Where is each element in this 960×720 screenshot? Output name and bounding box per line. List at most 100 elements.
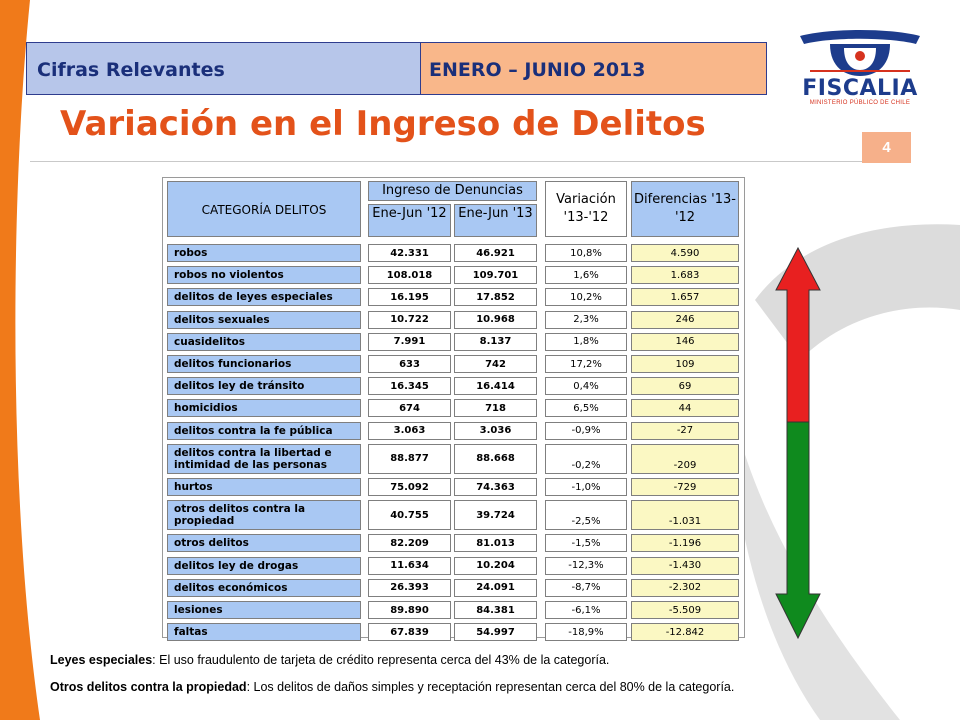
- value-2012-cell: 26.393: [368, 578, 451, 597]
- orange-arc-decoration: [0, 0, 40, 720]
- variation-cell: 0,4%: [545, 377, 627, 396]
- footnote-1-label: Leyes especiales: [50, 653, 153, 667]
- difference-cell: 4.590: [631, 244, 739, 262]
- difference-cell: 246: [631, 310, 739, 329]
- header-category: CATEGORÍA DELITOS: [167, 181, 361, 237]
- value-2013-cell: 718: [454, 399, 537, 418]
- category-cell: otros delitos: [167, 534, 361, 553]
- category-cell: cuasidelitos: [167, 332, 361, 351]
- difference-cell: -5.509: [631, 601, 739, 619]
- category-cell: delitos ley de tránsito: [167, 377, 361, 396]
- logo-subtitle: MINISTERIO PÚBLICO DE CHILE: [809, 100, 911, 106]
- value-2013-cell: 46.921: [454, 244, 537, 262]
- value-2013-cell: 84.381: [454, 601, 537, 619]
- difference-cell: 146: [631, 332, 739, 351]
- difference-cell: -12.842: [631, 623, 739, 642]
- difference-cell: 1.683: [631, 266, 739, 285]
- page-title: Variación en el Ingreso de Delitos: [60, 104, 706, 144]
- category-cell: robos no violentos: [167, 266, 361, 285]
- category-cell: delitos sexuales: [167, 310, 361, 329]
- value-2013-cell: 88.668: [454, 443, 537, 474]
- difference-cell: 1.657: [631, 288, 739, 307]
- difference-cell: -1.196: [631, 534, 739, 553]
- difference-cell: 69: [631, 377, 739, 396]
- variation-cell: -12,3%: [545, 556, 627, 575]
- difference-cell: -2.302: [631, 578, 739, 597]
- footnote-1-text: : El uso fraudulento de tarjeta de crédi…: [152, 653, 610, 667]
- title-divider: [30, 161, 910, 162]
- value-2013-cell: 74.363: [454, 478, 537, 496]
- value-2013-cell: 10.204: [454, 556, 537, 575]
- trend-double-arrow-icon: [775, 246, 821, 640]
- value-2013-cell: 17.852: [454, 288, 537, 307]
- value-2013-cell: 16.414: [454, 377, 537, 396]
- category-cell: delitos funcionarios: [167, 355, 361, 373]
- value-2012-cell: 40.755: [368, 500, 451, 531]
- crime-variation-table: CATEGORÍA DELITOS Ingreso de Denuncias Ene…: [162, 177, 745, 642]
- variation-cell: 1,6%: [545, 266, 627, 285]
- difference-cell: 44: [631, 399, 739, 418]
- variation-cell: -6,1%: [545, 601, 627, 619]
- difference-cell: -209: [631, 443, 739, 474]
- difference-cell: -729: [631, 478, 739, 496]
- header-period-box: ENERO – JUNIO 2013: [421, 42, 767, 95]
- variation-cell: -2,5%: [545, 500, 627, 531]
- value-2012-cell: 16.195: [368, 288, 451, 307]
- value-2013-cell: 81.013: [454, 534, 537, 553]
- header-ingreso-group: Ingreso de Denuncias: [368, 181, 537, 201]
- value-2013-cell: 3.036: [454, 421, 537, 440]
- fiscalia-logo: [770, 22, 950, 112]
- page-number-badge: 4: [862, 132, 911, 163]
- variation-cell: 2,3%: [545, 310, 627, 329]
- header-diferencias: Diferencias '13-'12: [631, 181, 739, 237]
- footnote-otros-delitos: Otros delitos contra la propiedad: Los d…: [50, 679, 918, 696]
- footnote-leyes-especiales: Leyes especiales: El uso fraudulento de …: [50, 652, 910, 669]
- value-2012-cell: 108.018: [368, 266, 451, 285]
- variation-cell: -8,7%: [545, 578, 627, 597]
- difference-cell: 109: [631, 355, 739, 373]
- value-2012-cell: 16.345: [368, 377, 451, 396]
- variation-cell: -1,0%: [545, 478, 627, 496]
- footnote-2-text: : Los delitos de daños simples y recepta…: [246, 680, 735, 694]
- footnote-2-label: Otros delitos contra la propiedad: [50, 680, 247, 694]
- value-2013-cell: 39.724: [454, 500, 537, 531]
- category-cell: hurtos: [167, 478, 361, 496]
- difference-cell: -1.031: [631, 500, 739, 531]
- value-2013-cell: 742: [454, 355, 537, 373]
- variation-cell: 6,5%: [545, 399, 627, 418]
- variation-cell: 10,2%: [545, 288, 627, 307]
- variation-cell: -0,2%: [545, 443, 627, 474]
- value-2012-cell: 674: [368, 399, 451, 418]
- header-period-label: ENERO – JUNIO 2013: [429, 59, 646, 81]
- value-2012-cell: 42.331: [368, 244, 451, 262]
- header-2012: Ene-Jun '12: [368, 204, 451, 237]
- value-2012-cell: 88.877: [368, 443, 451, 474]
- header-2013: Ene-Jun '13: [454, 204, 537, 237]
- header-section-label-box: Cifras Relevantes: [26, 42, 421, 95]
- fiscalia-emblem-icon: [800, 30, 920, 76]
- value-2012-cell: 10.722: [368, 310, 451, 329]
- category-cell: delitos ley de drogas: [167, 556, 361, 575]
- value-2012-cell: 3.063: [368, 421, 451, 440]
- value-2013-cell: 10.968: [454, 310, 537, 329]
- variation-cell: 10,8%: [545, 244, 627, 262]
- difference-cell: -27: [631, 421, 739, 440]
- variation-cell: 17,2%: [545, 355, 627, 373]
- value-2012-cell: 11.634: [368, 556, 451, 575]
- value-2012-cell: 67.839: [368, 623, 451, 642]
- value-2013-cell: 109.701: [454, 266, 537, 285]
- category-cell: delitos contra la libertad e intimidad d…: [167, 443, 361, 474]
- variation-cell: 1,8%: [545, 332, 627, 351]
- value-2013-cell: 54.997: [454, 623, 537, 642]
- value-2012-cell: 75.092: [368, 478, 451, 496]
- value-2012-cell: 89.890: [368, 601, 451, 619]
- category-cell: delitos contra la fe pública: [167, 421, 361, 440]
- category-cell: lesiones: [167, 601, 361, 619]
- variation-cell: -1,5%: [545, 534, 627, 553]
- value-2012-cell: 7.991: [368, 332, 451, 351]
- header-variacion: Variación '13-'12: [545, 181, 627, 237]
- category-cell: faltas: [167, 623, 361, 642]
- value-2012-cell: 82.209: [368, 534, 451, 553]
- category-cell: homicidios: [167, 399, 361, 418]
- category-cell: delitos económicos: [167, 578, 361, 597]
